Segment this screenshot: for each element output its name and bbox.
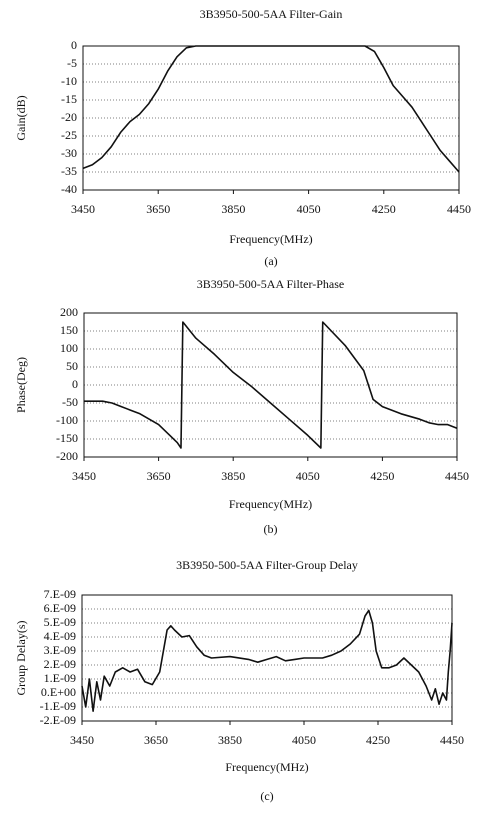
y-tick-label: 3.E-09 xyxy=(44,643,76,657)
data-line xyxy=(81,609,453,712)
x-axis-label: Frequency(MHz) xyxy=(229,232,312,246)
y-tick-label: -30 xyxy=(61,146,77,160)
x-tick-label: 4450 xyxy=(440,733,464,747)
y-tick-label: -35 xyxy=(61,164,77,178)
x-tick-label: 4250 xyxy=(370,469,394,483)
y-tick-label: -10 xyxy=(61,74,77,88)
x-tick-label: 4050 xyxy=(297,202,321,216)
y-axis-label: Gain(dB) xyxy=(14,95,28,140)
caption: (a) xyxy=(264,254,277,268)
x-tick-label: 4250 xyxy=(372,202,396,216)
y-tick-label: -15 xyxy=(61,92,77,106)
x-tick-label: 3450 xyxy=(72,469,96,483)
chart-title: 3B3950-500-5AA Filter-Group Delay xyxy=(176,558,358,572)
y-tick-label: 50 xyxy=(66,359,78,373)
data-line xyxy=(82,45,460,173)
x-tick-label: 4050 xyxy=(296,469,320,483)
x-tick-label: 3450 xyxy=(70,733,94,747)
y-tick-label: -40 xyxy=(61,182,77,196)
y-tick-label: 200 xyxy=(60,305,78,319)
data-line xyxy=(84,321,458,449)
x-tick-label: 4450 xyxy=(445,469,469,483)
x-tick-label: 3850 xyxy=(221,469,245,483)
y-tick-label: 0.E+00 xyxy=(41,685,76,699)
x-tick-label: 4050 xyxy=(292,733,316,747)
x-tick-label: 4250 xyxy=(366,733,390,747)
x-tick-label: 3450 xyxy=(71,202,95,216)
caption: (c) xyxy=(260,789,273,803)
y-tick-label: 4.E-09 xyxy=(44,629,76,643)
y-tick-label: 0 xyxy=(71,38,77,52)
y-axis-label: Group Delay(s) xyxy=(14,621,28,696)
y-axis-label: Phase(Deg) xyxy=(14,357,28,413)
y-tick-label: 0 xyxy=(72,377,78,391)
caption: (b) xyxy=(264,522,278,536)
x-tick-label: 4450 xyxy=(447,202,471,216)
y-tick-label: 100 xyxy=(60,341,78,355)
y-tick-label: 150 xyxy=(60,323,78,337)
y-tick-label: -200 xyxy=(56,449,78,463)
x-axis-label: Frequency(MHz) xyxy=(229,497,312,511)
y-tick-label: -2.E-09 xyxy=(40,713,76,727)
y-tick-label: -150 xyxy=(56,431,78,445)
y-tick-label: -25 xyxy=(61,128,77,142)
chart-title: 3B3950-500-5AA Filter-Gain xyxy=(200,7,343,21)
chart-title: 3B3950-500-5AA Filter-Phase xyxy=(197,277,344,291)
x-axis-label: Frequency(MHz) xyxy=(225,760,308,774)
x-tick-label: 3850 xyxy=(218,733,242,747)
x-tick-label: 3650 xyxy=(146,202,170,216)
x-tick-label: 3650 xyxy=(144,733,168,747)
y-tick-label: 1.E-09 xyxy=(44,671,76,685)
x-tick-label: 3650 xyxy=(147,469,171,483)
plot-frame xyxy=(82,45,460,191)
x-tick-label: 3850 xyxy=(221,202,245,216)
y-tick-label: 5.E-09 xyxy=(44,615,76,629)
y-tick-label: -100 xyxy=(56,413,78,427)
y-tick-label: 2.E-09 xyxy=(44,657,76,671)
y-tick-label: -1.E-09 xyxy=(40,699,76,713)
y-tick-label: -5 xyxy=(67,56,77,70)
plot-frame xyxy=(81,594,453,722)
y-tick-label: -20 xyxy=(61,110,77,124)
y-tick-label: 7.E-09 xyxy=(44,587,76,601)
plot-frame xyxy=(83,312,458,458)
y-tick-label: -50 xyxy=(62,395,78,409)
y-tick-label: 6.E-09 xyxy=(44,601,76,615)
